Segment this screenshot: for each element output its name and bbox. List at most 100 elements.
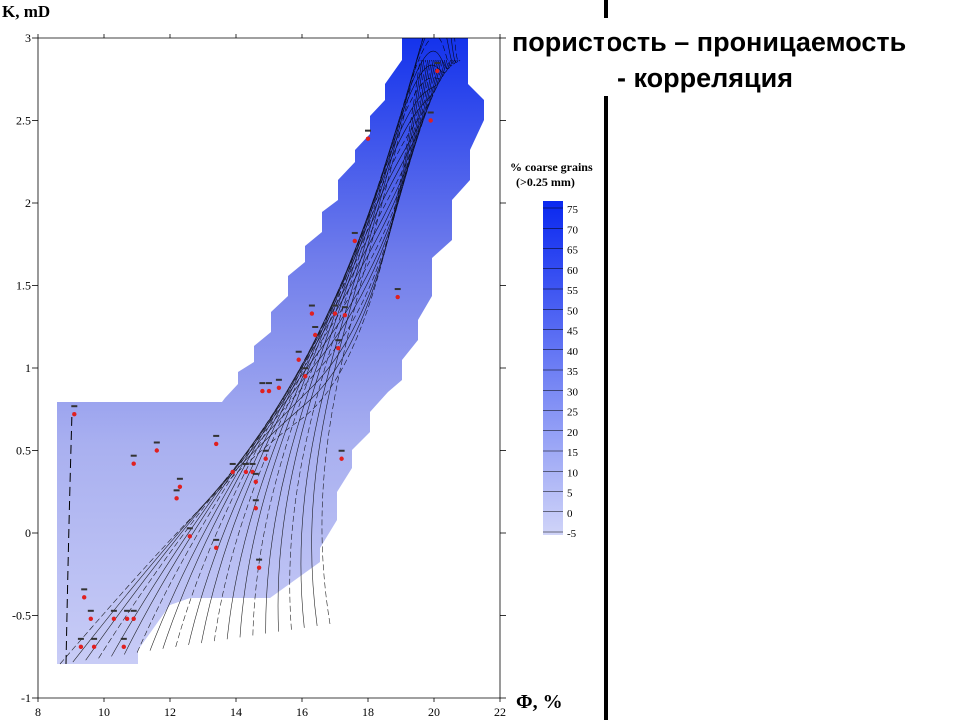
- point-label-mark: [124, 609, 131, 612]
- point-label-mark: [213, 434, 220, 437]
- point-label-mark: [259, 382, 266, 385]
- point-label-mark: [335, 339, 342, 342]
- point-label-mark: [77, 637, 84, 640]
- data-point: [336, 346, 341, 351]
- data-point: [214, 545, 219, 551]
- contour-line: [59, 59, 421, 665]
- contour-line: [175, 59, 438, 647]
- point-label-mark: [153, 441, 160, 444]
- point-label-mark: [249, 462, 256, 465]
- colorbar-tick-label: 45: [567, 326, 579, 338]
- data-point: [253, 479, 258, 485]
- y-axis-label: K, mD: [2, 2, 50, 21]
- contour-line: [277, 50, 453, 632]
- data-point: [309, 311, 315, 316]
- point-label-mark: [71, 405, 78, 408]
- point-label-mark: [266, 382, 272, 385]
- y-tick-label: 2: [25, 196, 31, 210]
- colorbar-tick-label: -5: [567, 528, 577, 540]
- point-label-mark: [341, 306, 348, 309]
- point-label-mark: [262, 449, 269, 452]
- y-tick-label: 1.5: [16, 279, 31, 293]
- data-point: [111, 616, 117, 621]
- colorbar: % coarse grains (>0.25 mm) -5 0 5 10 15 20 25 3…: [510, 160, 593, 540]
- colorbar-tick-label: 75: [567, 204, 579, 216]
- point-label-mark: [173, 489, 180, 492]
- title-line-2: - корреляция: [617, 63, 794, 93]
- point-label-mark: [308, 304, 315, 307]
- data-point: [395, 294, 400, 300]
- point-label-mark: [186, 527, 193, 530]
- point-label-mark: [130, 609, 137, 612]
- colorbar-tick-label: 0: [567, 508, 573, 520]
- dashed-contour: [65, 411, 73, 665]
- data-point: [276, 385, 282, 390]
- x-tick-label: 14: [230, 705, 242, 719]
- contour-line: [300, 38, 457, 628]
- point-label-mark: [87, 609, 94, 612]
- colorbar-tick-label: 55: [567, 285, 579, 297]
- x-axis-label: Φ, %: [516, 691, 563, 713]
- slide-title: пористость – проницаемость - корреляция: [512, 24, 952, 96]
- colorbar-gradient: [543, 201, 563, 535]
- x-tick-label: 16: [296, 705, 308, 719]
- point-label-mark: [302, 367, 309, 370]
- y-tick-label: -0.5: [12, 609, 31, 623]
- point-label-mark: [242, 462, 249, 465]
- data-point: [124, 616, 130, 621]
- data-points: [71, 62, 441, 650]
- data-point: [266, 388, 272, 394]
- point-label-mark: [176, 477, 183, 480]
- x-tick-label: 10: [98, 705, 110, 719]
- data-point: [428, 118, 433, 123]
- x-tick-label: 20: [428, 705, 440, 719]
- point-label-mark: [351, 231, 358, 234]
- colorbar-tick-label: 70: [567, 224, 579, 236]
- data-point: [230, 469, 235, 475]
- data-point: [154, 448, 159, 453]
- y-tick-label: 1: [25, 361, 31, 375]
- data-point: [435, 68, 440, 74]
- colorbar-tick-label: 5: [567, 488, 573, 500]
- data-point: [296, 357, 301, 362]
- data-point: [91, 644, 97, 650]
- point-label-mark: [394, 288, 401, 291]
- vertical-divider: [604, 0, 608, 720]
- contour-field: [57, 38, 484, 665]
- data-point: [131, 461, 136, 466]
- point-label-mark: [213, 538, 220, 541]
- point-label-mark: [312, 326, 319, 328]
- data-point: [187, 534, 192, 539]
- x-tick-label: 18: [362, 705, 374, 719]
- data-point: [352, 238, 357, 244]
- contour-line: [72, 59, 423, 663]
- colorbar-tick-label: 10: [567, 467, 579, 479]
- y-tick-label: -1: [21, 691, 31, 705]
- point-label-mark: [252, 499, 259, 502]
- x-axis-ticks: 8 10 12 14 16 18 20 22: [35, 34, 506, 719]
- title-line-1: пористость – проницаемость: [512, 27, 907, 57]
- y-tick-label: 0: [25, 526, 31, 540]
- point-label-mark: [338, 449, 345, 452]
- data-point: [214, 441, 219, 447]
- y-tick-label: 3: [25, 31, 31, 45]
- colorbar-tick-label: 50: [567, 305, 579, 317]
- colorbar-title-line2: (>0.25 mm): [516, 175, 575, 189]
- colorbar-title-line1: % coarse grains: [510, 160, 593, 174]
- contour-line: [311, 38, 459, 626]
- colorbar-tick-label: 40: [567, 346, 579, 358]
- data-point: [253, 506, 258, 511]
- point-label-mark: [365, 129, 371, 132]
- x-tick-label: 8: [35, 705, 41, 719]
- point-label-mark: [434, 62, 441, 64]
- data-point: [121, 644, 127, 650]
- field-region: [57, 38, 484, 664]
- data-point: [313, 332, 318, 338]
- colorbar-tick-label: 60: [567, 265, 579, 277]
- contour-line: [111, 59, 428, 657]
- point-label-mark: [229, 462, 236, 465]
- colorbar-tick-label: 65: [567, 245, 579, 257]
- contour-line: [321, 38, 461, 625]
- y-tick-label: 0.5: [16, 444, 31, 458]
